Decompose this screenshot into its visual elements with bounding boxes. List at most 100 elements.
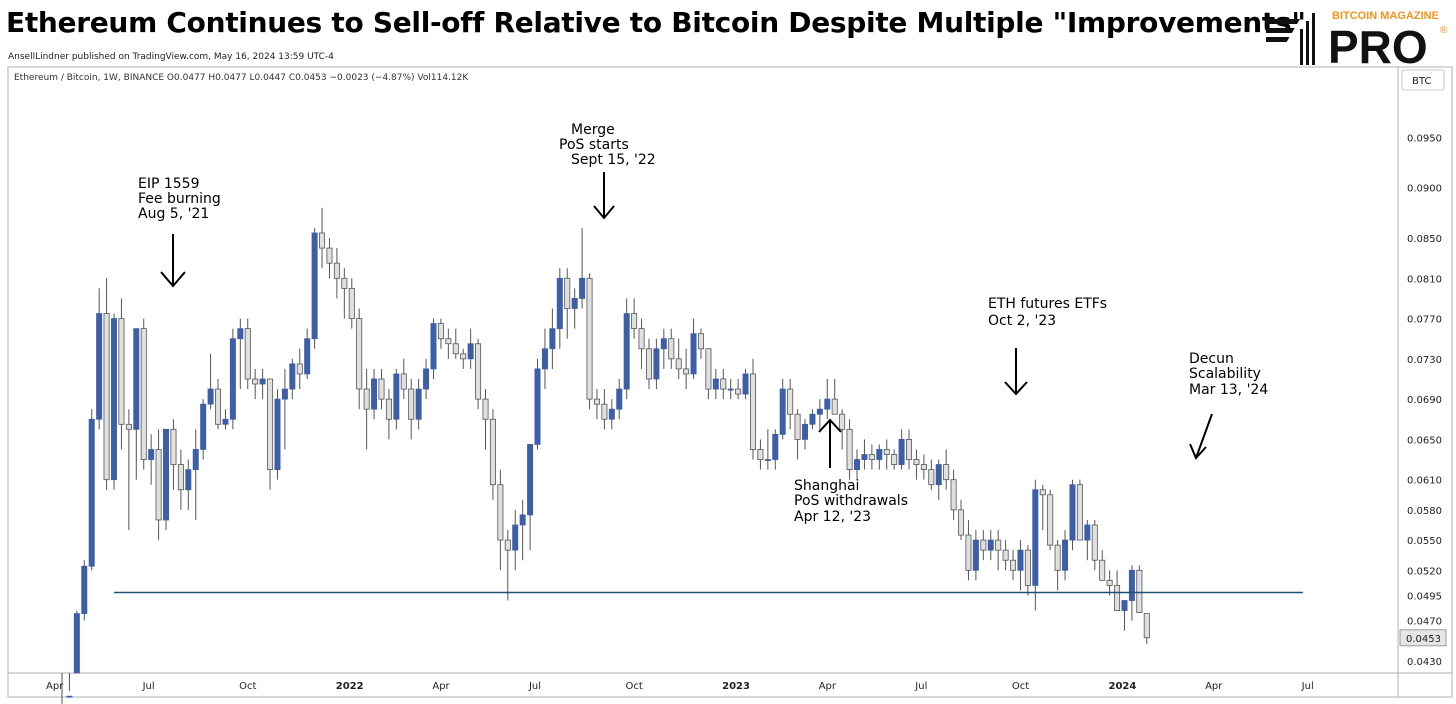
chart-title: Ethereum Continues to Sell-off Relative …	[6, 6, 1306, 39]
candle	[378, 368, 385, 410]
candle-body	[118, 318, 125, 425]
candle	[883, 439, 890, 470]
candle-body	[534, 368, 541, 445]
annotation-eip1559: EIP 1559 Fee burning Aug 5, '21	[138, 176, 221, 288]
x-tick-label: Apr	[819, 681, 837, 692]
candle	[66, 673, 73, 698]
candle	[779, 378, 786, 440]
candle-body	[749, 373, 756, 450]
candle-body	[1128, 569, 1135, 601]
candles-layer	[61, 207, 1150, 704]
candle	[802, 419, 809, 450]
last-price-tag	[1399, 629, 1447, 647]
candle	[839, 409, 846, 450]
candle	[155, 429, 162, 541]
candle	[571, 288, 578, 329]
candle-body	[1069, 484, 1076, 541]
candle-body	[690, 333, 697, 375]
candle-body	[96, 313, 103, 420]
candle	[244, 318, 251, 390]
chart-frame	[7, 66, 1453, 698]
candle-body	[913, 459, 920, 465]
candle	[541, 328, 548, 390]
candle-body	[311, 232, 318, 340]
candle	[222, 409, 229, 430]
candle	[512, 509, 519, 571]
candle	[460, 348, 467, 369]
candle	[816, 399, 823, 430]
candle	[1084, 519, 1091, 561]
candle	[831, 378, 838, 415]
candle	[207, 353, 214, 410]
y-tick-label: 0.0430	[1407, 657, 1442, 668]
candle-body	[1114, 584, 1121, 611]
candle-body	[140, 328, 147, 460]
candle-body	[296, 363, 303, 375]
candle-body	[608, 408, 615, 420]
candle	[1024, 545, 1031, 596]
candle	[445, 328, 452, 359]
candle-body	[289, 363, 296, 390]
candle	[586, 273, 593, 410]
price-axis-unit-badge[interactable]	[1401, 69, 1445, 91]
candle	[1047, 489, 1054, 551]
candle	[616, 378, 623, 420]
candle-body	[475, 343, 482, 400]
candle-body	[215, 388, 222, 425]
candle-body	[1054, 544, 1061, 571]
candle-body	[73, 613, 80, 674]
candle	[556, 268, 563, 349]
candle-body	[727, 388, 734, 391]
x-tick-label: Jul	[142, 681, 155, 692]
candle-body	[831, 398, 838, 415]
candle-body	[943, 464, 950, 481]
candle-body	[735, 388, 742, 395]
candle-body	[66, 695, 73, 698]
candle-body	[527, 444, 534, 516]
candle	[319, 207, 326, 269]
candle	[61, 673, 63, 704]
candle-body	[1062, 539, 1069, 571]
candle-body	[645, 348, 652, 380]
candle	[891, 449, 898, 470]
candle	[1062, 530, 1069, 581]
candle	[333, 248, 340, 299]
y-tick-label: 0.0850	[1407, 234, 1442, 245]
candle	[928, 459, 935, 490]
candle	[259, 368, 266, 400]
candle-body	[742, 373, 749, 395]
candle-body	[697, 333, 704, 350]
candle-body	[103, 313, 110, 481]
candle	[1017, 540, 1024, 591]
candle	[133, 328, 140, 480]
candle-body	[378, 378, 385, 400]
candle	[252, 368, 259, 400]
candle	[140, 318, 147, 470]
candle	[96, 288, 103, 430]
candle-body	[809, 413, 816, 425]
y-tick-label: 0.0650	[1407, 435, 1442, 446]
candle	[215, 378, 222, 430]
candle-body	[1010, 559, 1017, 571]
candle	[125, 409, 132, 531]
y-tick-label: 0.0690	[1407, 395, 1442, 406]
candle	[489, 409, 496, 500]
candle	[995, 530, 1002, 571]
candle	[876, 444, 883, 470]
candle	[631, 298, 638, 339]
x-tick-label: Jul	[914, 681, 927, 692]
candle-body	[616, 388, 623, 410]
candle-body	[504, 539, 511, 551]
candle-body	[319, 232, 326, 249]
annotation-shanghai-line3: Apr 12, '23	[794, 509, 871, 525]
candle	[868, 444, 875, 470]
candle-body	[906, 438, 913, 460]
candle-body	[980, 539, 987, 551]
candle-body	[267, 378, 274, 471]
candle-body	[556, 277, 563, 330]
candle-body	[430, 323, 437, 370]
candle	[757, 439, 764, 470]
candle	[408, 378, 415, 440]
candle	[111, 313, 118, 490]
candle	[289, 358, 296, 400]
